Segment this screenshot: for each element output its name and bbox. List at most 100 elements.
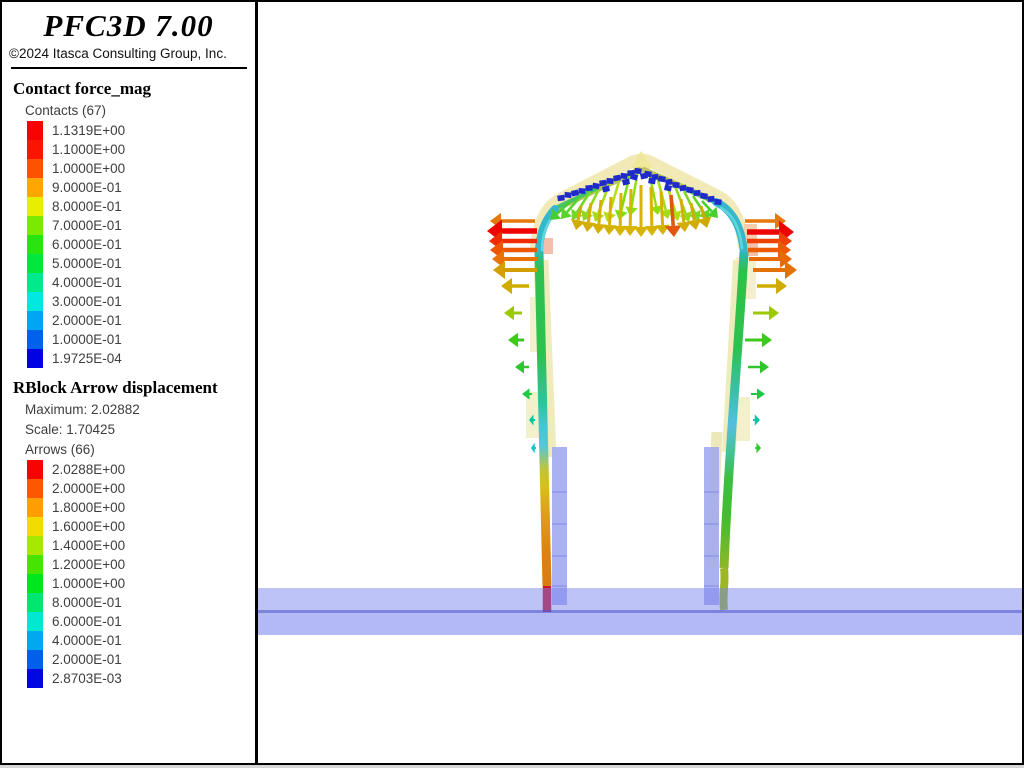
legend-row: 6.0000E-01 — [27, 612, 255, 631]
legend-row: 1.1319E+00 — [27, 121, 255, 140]
legend-row: 3.0000E-01 — [27, 292, 255, 311]
contact-cube — [707, 195, 715, 203]
legend-row: 1.6000E+00 — [27, 517, 255, 536]
legend-color-swatch — [27, 235, 43, 254]
legend-row: 1.0000E+00 — [27, 574, 255, 593]
legend-color-swatch — [27, 631, 43, 650]
legend-value: 2.0000E+00 — [52, 481, 126, 496]
legend-color-swatch — [27, 140, 43, 159]
right-force-arrows — [745, 212, 797, 454]
rblock-section-heading: RBlock Arrow displacement — [13, 378, 218, 397]
contact-cube — [634, 167, 642, 175]
legend-color-swatch — [27, 216, 43, 235]
contact-cube — [658, 175, 666, 183]
arrows-count-label: Arrows (66) — [25, 442, 95, 457]
legend-row: 8.0000E-01 — [27, 593, 255, 612]
legend-row: 6.0000E-01 — [27, 235, 255, 254]
contact-cube — [601, 185, 611, 193]
model-view-canvas[interactable] — [258, 2, 1022, 763]
contact-cube — [629, 173, 639, 181]
sidebar-view-divider — [255, 2, 258, 763]
legend-color-swatch — [27, 254, 43, 273]
legend-value: 7.0000E-01 — [52, 218, 122, 233]
legend-row: 2.0000E+00 — [27, 479, 255, 498]
scale-label: Scale: 1.70425 — [25, 422, 116, 437]
legend-row: 1.8000E+00 — [27, 498, 255, 517]
legend-color-swatch — [27, 349, 43, 368]
legend-color-swatch — [27, 460, 43, 479]
legend-value: 1.6000E+00 — [52, 519, 126, 534]
legend-value: 1.2000E+00 — [52, 557, 126, 572]
contact-cube — [606, 177, 614, 185]
legend-color-swatch — [27, 669, 43, 688]
legend-row: 2.0000E-01 — [27, 311, 255, 330]
legend-row: 1.1000E+00 — [27, 140, 255, 159]
legend-row: 2.0000E-01 — [27, 650, 255, 669]
legend-value: 2.8703E-03 — [52, 671, 122, 686]
window-bottom-edge — [0, 765, 1024, 768]
contact-cube — [665, 178, 673, 186]
legend-color-swatch — [27, 517, 43, 536]
legend-value: 1.0000E+00 — [52, 576, 126, 591]
model-viewport[interactable] — [258, 2, 1022, 763]
legend-row: 1.2000E+00 — [27, 555, 255, 574]
displacement-fan-arrows — [550, 169, 718, 237]
legend-row: 2.0288E+00 — [27, 460, 255, 479]
contact-cube — [679, 184, 687, 192]
maximum-label: Maximum: 2.02882 — [25, 402, 140, 417]
legend-color-swatch — [27, 311, 43, 330]
legend-sidebar: PFC3D 7.00 ©2024 Itasca Consulting Group… — [2, 2, 255, 763]
legend-color-swatch — [27, 159, 43, 178]
legend-color-swatch — [27, 574, 43, 593]
legend-color-swatch — [27, 292, 43, 311]
legend-color-swatch — [27, 612, 43, 631]
legend-value: 1.1319E+00 — [52, 123, 126, 138]
legend-value: 2.0000E-01 — [52, 652, 122, 667]
contact-cubes — [557, 167, 722, 206]
contact-cube — [714, 198, 722, 206]
header-divider — [11, 67, 247, 69]
right-column-olive-tip — [719, 567, 729, 611]
contact-cube — [693, 189, 701, 197]
legend-color-swatch — [27, 178, 43, 197]
contact-cube — [700, 192, 708, 200]
contact-force-legend: 1.1319E+00 1.1000E+00 1.0000E+00 9.0000E-01… — [27, 121, 255, 368]
legend-row: 9.0000E-01 — [27, 178, 255, 197]
legend-row: 4.0000E-01 — [27, 273, 255, 292]
legend-value: 1.1000E+00 — [52, 142, 126, 157]
contact-cube — [564, 191, 572, 199]
legend-value: 2.0000E-01 — [52, 313, 122, 328]
legend-row: 4.0000E-01 — [27, 631, 255, 650]
contact-cube — [663, 184, 673, 192]
legend-color-swatch — [27, 121, 43, 140]
legend-value: 2.0288E+00 — [52, 462, 126, 477]
contact-cube — [686, 186, 694, 194]
contact-cube — [557, 194, 565, 202]
rblock-lavender-blocks — [552, 447, 719, 605]
left-force-arrows — [487, 212, 538, 454]
legend-value: 5.0000E-01 — [52, 256, 122, 271]
legend-value: 8.0000E-01 — [52, 595, 122, 610]
legend-value: 6.0000E-01 — [52, 614, 122, 629]
legend-row: 1.4000E+00 — [27, 536, 255, 555]
contact-cube — [585, 184, 593, 192]
legend-row: 8.0000E-01 — [27, 197, 255, 216]
app-title: PFC3D 7.00 — [43, 8, 214, 43]
contact-section-heading: Contact force_mag — [13, 79, 152, 98]
legend-color-swatch — [27, 555, 43, 574]
left-column — [534, 251, 552, 612]
contact-cube — [672, 181, 680, 189]
contact-cube — [570, 189, 580, 197]
copyright-text: ©2024 Itasca Consulting Group, Inc. — [9, 46, 227, 61]
contacts-count-label: Contacts (67) — [25, 103, 107, 118]
legend-color-swatch — [27, 650, 43, 669]
legend-row: 1.0000E-01 — [27, 330, 255, 349]
legend-value: 3.0000E-01 — [52, 294, 122, 309]
displacement-legend: 2.0288E+00 2.0000E+00 1.8000E+00 1.6000E+00… — [27, 460, 255, 688]
contact-cube — [578, 187, 586, 195]
contact-cube — [621, 178, 631, 186]
contact-cube — [648, 177, 656, 185]
legend-color-swatch — [27, 498, 43, 517]
